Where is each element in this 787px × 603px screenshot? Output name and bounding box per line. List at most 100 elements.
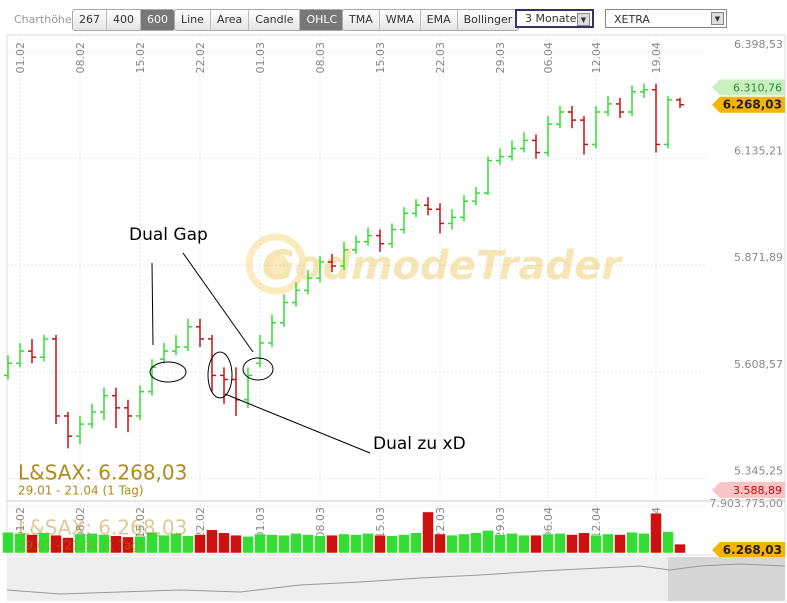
volume-bar	[2, 531, 14, 554]
height-button[interactable]: 600	[141, 10, 174, 30]
indicator-button[interactable]: Bollinger	[463, 13, 513, 26]
volume-bar	[74, 533, 86, 554]
indicator-button[interactable]: TMA	[343, 10, 380, 30]
volume-bar	[170, 533, 182, 554]
lower-tag-bg	[712, 482, 785, 498]
x-tick-label: 01.03	[254, 42, 267, 74]
x-tick-label: 19.04	[650, 42, 663, 74]
annotation-line	[151, 262, 154, 346]
volume-bar	[134, 536, 146, 554]
annotation-line	[182, 252, 254, 353]
volume-bar	[290, 533, 302, 554]
volume-bar	[602, 533, 614, 554]
last-tag-bg	[712, 96, 785, 113]
type-button[interactable]: Area	[211, 10, 250, 30]
height-button[interactable]: 400	[107, 10, 141, 30]
exchange-text: XETRA	[614, 13, 650, 26]
x-tick-label: 15.03	[374, 507, 387, 539]
volume-bar	[590, 534, 602, 554]
volume-bar	[638, 533, 650, 554]
type-button[interactable]: OHLC	[300, 10, 344, 30]
indicator-button[interactable]: EMA	[421, 10, 458, 30]
volume-bar	[434, 533, 446, 554]
x-tick-label: 15.03	[374, 42, 387, 74]
volume-bar	[674, 543, 686, 554]
volume-bar	[266, 534, 278, 554]
volume-bar	[614, 534, 626, 554]
volume-bar	[410, 532, 422, 554]
volume-bar	[158, 534, 170, 554]
annotation-text: Dual zu xD	[373, 434, 466, 454]
annotation-line	[224, 393, 371, 454]
indicator-button[interactable]: WMA	[380, 10, 421, 30]
x-tick-label: 29.03	[494, 42, 507, 74]
volume-bar	[374, 534, 386, 554]
last-tag: 6.268,03	[723, 98, 782, 112]
navigator	[6, 557, 786, 601]
volume-bar	[206, 529, 218, 554]
volume-bar	[578, 532, 590, 554]
volume-bar	[494, 534, 506, 554]
y-tick-label: 5.871,89	[734, 251, 783, 264]
range-label: 29.01 - 21.04 (1 Tag)	[18, 484, 144, 498]
lower-tag: 3.588,89	[733, 484, 782, 497]
type-button[interactable]: Candle	[249, 10, 301, 30]
volume-bar	[50, 534, 62, 554]
x-tick-label: 01.03	[254, 507, 267, 539]
toolbar: Charthöhe 267 400 600 Line Area Candle O…	[0, 0, 787, 36]
x-tick-label: 22.03	[434, 507, 447, 539]
indicator-group: TMA WMA EMA Bollinger	[342, 9, 520, 31]
x-tick-label: 08.03	[314, 42, 327, 74]
range-label-faded: 29.01 - 21.04 (1 Tag)	[18, 539, 144, 553]
volume-bar	[470, 532, 482, 554]
x-tick-label: 12.04	[590, 507, 603, 539]
x-tick-label: 08.02	[74, 42, 87, 74]
volume-bar	[146, 531, 158, 554]
volume-bar	[482, 530, 494, 554]
volume-bar	[518, 534, 530, 554]
volume-bar	[194, 534, 206, 554]
volume-bar	[398, 534, 410, 554]
navigator-line	[6, 563, 786, 595]
y-tick-label: 6.135,21	[734, 145, 783, 158]
x-tick-label: 29.03	[494, 507, 507, 539]
volume-bar	[626, 531, 638, 554]
volume-bar	[98, 534, 110, 554]
volume-bar	[278, 534, 290, 554]
y-tick-label: 6.398,53	[734, 38, 783, 51]
volume-last-tag-bg	[712, 542, 785, 558]
x-tick-label: 22.02	[194, 42, 207, 74]
height-label: Charthöhe	[14, 13, 72, 26]
x-tick-label: 06.04	[542, 507, 555, 539]
type-button[interactable]: Line	[175, 10, 211, 30]
volume-bar	[362, 533, 374, 554]
volume-bar	[506, 533, 518, 554]
period-text: 3 Monate	[525, 12, 577, 25]
volume-bar	[218, 532, 230, 554]
height-button[interactable]: 267	[73, 10, 107, 30]
x-tick-label: 01.02	[14, 507, 27, 539]
volume-bar	[242, 536, 254, 554]
period-select[interactable]: 3 Monate ▼	[515, 9, 594, 28]
exchange-select[interactable]: XETRA ▼	[605, 9, 727, 28]
instrument-label-faded: L&SAX: 6.268,03	[18, 516, 187, 540]
volume-bar	[350, 534, 362, 554]
high-tag-bg	[712, 79, 785, 96]
annotation-ellipse	[149, 361, 187, 383]
volume-bar	[26, 534, 38, 554]
volume-bar	[338, 533, 350, 554]
volume-bar	[314, 535, 326, 554]
navigator-window	[668, 557, 785, 601]
watermark: GodmodeTrader	[245, 233, 623, 295]
navigator-bg	[7, 557, 785, 601]
height-group: 267 400 600	[72, 9, 175, 31]
x-tick-label: 01.02	[14, 42, 27, 74]
frame	[6, 34, 786, 556]
volume-bar	[86, 533, 98, 554]
annotation-text: Dual Gap	[129, 225, 208, 245]
volume-bar	[566, 534, 578, 554]
annotations	[149, 252, 371, 454]
watermark-logo	[264, 252, 288, 276]
volume-bar	[110, 535, 122, 554]
